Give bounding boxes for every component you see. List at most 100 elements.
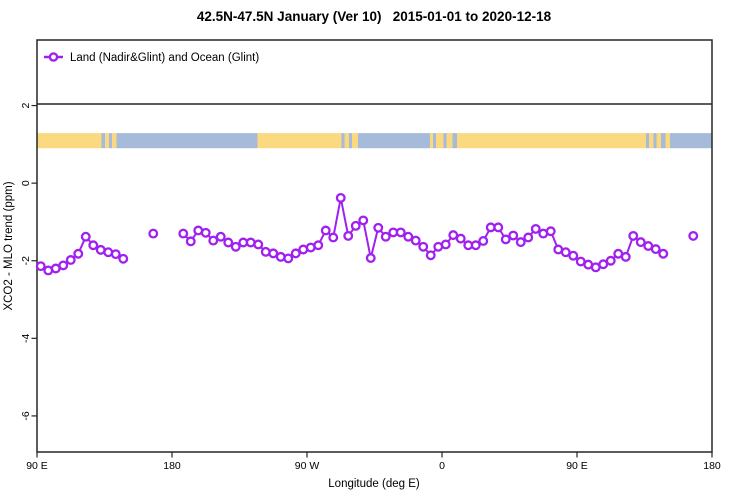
x-tick-label: 90 E — [26, 460, 48, 472]
band-segment-land — [649, 133, 654, 149]
data-point — [178, 228, 189, 239]
data-point — [200, 227, 211, 238]
data-point — [65, 255, 76, 265]
data-point — [500, 234, 511, 245]
band-segment-ocean — [670, 133, 712, 149]
data-point — [290, 248, 301, 259]
y-tick-label: 0 — [20, 180, 32, 186]
data-point — [605, 255, 616, 266]
band-segment-land — [105, 133, 109, 149]
data-point — [560, 247, 571, 258]
data-point — [448, 230, 459, 241]
band-segment-ocean — [101, 133, 106, 149]
band-segment-ocean — [433, 133, 436, 149]
legend-label: Land (Nadir&Glint) and Ocean (Glint) — [70, 52, 259, 64]
data-point — [335, 192, 346, 203]
data-point — [80, 231, 91, 242]
data-point — [545, 226, 556, 237]
band-segment-land — [352, 133, 358, 149]
data-point — [440, 239, 451, 250]
data-point — [260, 246, 271, 257]
band-segment-land — [656, 133, 661, 149]
band-segment-ocean — [358, 133, 430, 149]
band-segment-ocean — [661, 133, 666, 149]
band-segment-land — [430, 133, 433, 149]
band-segment-land — [257, 133, 342, 149]
data-point — [395, 227, 406, 238]
data-point — [650, 244, 661, 255]
x-tick-label: 90 E — [566, 460, 588, 472]
data-point — [455, 233, 466, 244]
band-segment-land — [457, 133, 646, 149]
data-point — [215, 231, 226, 242]
data-point — [523, 232, 534, 243]
band-segment-land — [112, 133, 117, 149]
data-point — [380, 231, 391, 242]
x-tick-label: 180 — [163, 460, 181, 472]
band-segment-ocean — [116, 133, 258, 149]
data-point — [403, 231, 414, 242]
y-tick-label: -4 — [20, 334, 32, 343]
data-point — [208, 235, 219, 246]
data-series — [35, 192, 699, 276]
data-point — [508, 230, 519, 241]
band-segment-ocean — [349, 133, 352, 149]
band-segment-ocean — [443, 133, 447, 149]
legend-marker-icon — [44, 52, 63, 62]
data-point — [328, 232, 339, 243]
data-point — [598, 259, 609, 270]
data-point — [283, 253, 294, 264]
data-point — [410, 235, 421, 246]
band-segment-land — [665, 133, 670, 149]
data-point — [358, 215, 369, 226]
data-point — [470, 240, 481, 251]
data-point — [530, 223, 541, 234]
data-point — [320, 225, 331, 236]
data-point — [515, 237, 526, 248]
band-segment-land — [436, 133, 444, 149]
y-axis-label: XCO2 - MLO trend (ppm) — [3, 181, 15, 310]
data-point — [628, 230, 639, 241]
y-tick-label: 2 — [20, 102, 32, 108]
data-point — [493, 222, 504, 233]
data-point — [425, 250, 436, 261]
x-tick-label: 0 — [439, 460, 445, 472]
band-segment-land — [446, 133, 453, 149]
data-point — [365, 253, 376, 263]
data-point — [350, 220, 361, 231]
land-ocean-band — [37, 133, 712, 149]
data-point — [88, 240, 99, 251]
data-point — [110, 249, 121, 260]
band-segment-ocean — [109, 133, 112, 149]
band-segment-ocean — [653, 133, 657, 149]
y-tick-label: -2 — [20, 256, 32, 265]
data-point — [118, 253, 129, 264]
data-point — [275, 251, 286, 262]
data-point — [568, 250, 579, 261]
data-point — [148, 228, 159, 239]
band-segment-ocean — [341, 133, 345, 149]
x-tick-label: 180 — [703, 460, 721, 472]
data-point — [418, 241, 429, 252]
data-point — [313, 240, 324, 251]
data-point — [230, 241, 241, 252]
data-point — [58, 260, 69, 271]
data-point — [343, 230, 354, 241]
data-point — [478, 236, 489, 246]
band-segment-land — [37, 133, 102, 149]
plot-frame — [36, 39, 713, 453]
data-point — [35, 261, 46, 272]
data-point — [223, 237, 234, 248]
x-tick-label: 90 W — [295, 460, 320, 472]
data-point — [185, 236, 196, 247]
band-segment-ocean — [452, 133, 457, 149]
data-point — [373, 222, 384, 233]
data-point — [658, 248, 669, 259]
axes: 90 E 180 90 W 0 90 E 180 2 0 -2 -4 -6 — [20, 102, 721, 472]
data-point — [688, 230, 699, 241]
chart-title: 42.5N-47.5N January (Ver 10) 2015-01-01 … — [197, 9, 552, 24]
data-point — [73, 248, 84, 259]
data-point — [268, 248, 279, 259]
